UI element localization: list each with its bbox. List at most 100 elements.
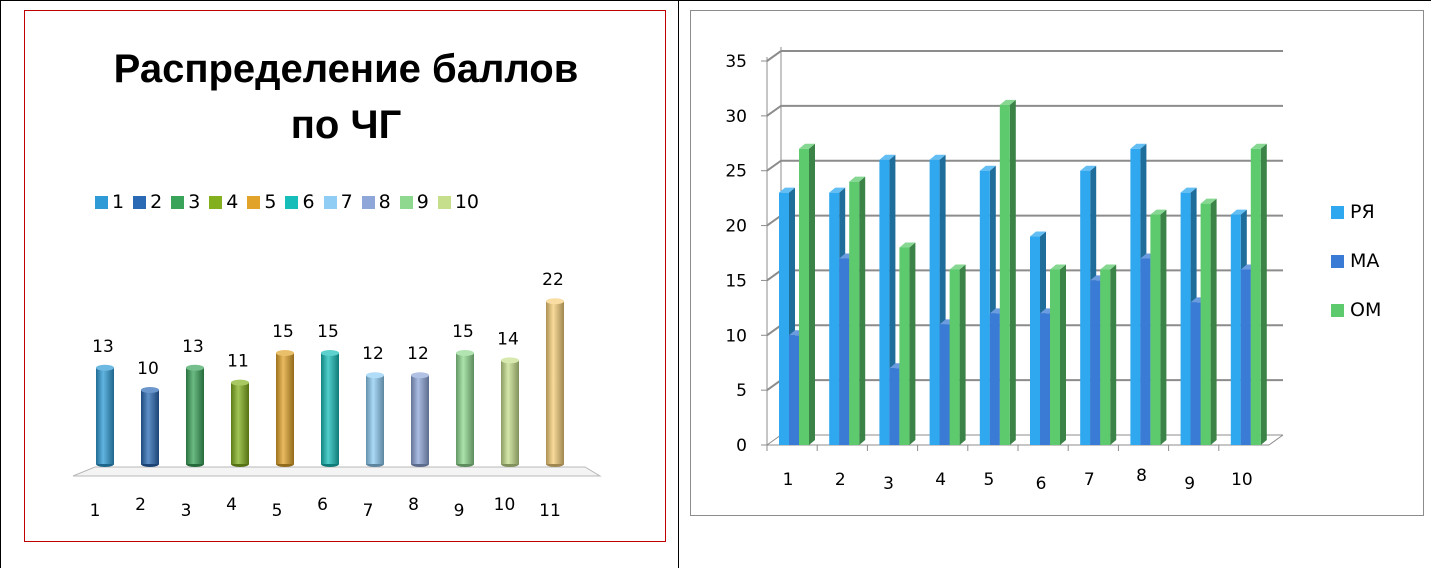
legend-swatch	[95, 195, 108, 209]
legend-swatch	[361, 195, 375, 209]
legend-item-4: 4	[209, 191, 238, 213]
floor-edge	[1268, 434, 1284, 446]
left-chart-legend: 1 2 3 4 5 6 7 8 9 10	[95, 191, 479, 213]
x-tick-label: 10	[1231, 470, 1253, 490]
bar-10	[501, 357, 519, 467]
frame-line-left	[0, 0, 1, 568]
category-label: 1	[90, 501, 101, 521]
legend-item-2: 2	[133, 191, 162, 213]
value-label: 13	[92, 337, 114, 357]
bar-ОМ-6	[1050, 264, 1066, 445]
bar-ОМ-5	[999, 99, 1016, 445]
legend-swatch	[1331, 205, 1344, 219]
legend-item-5: 5	[247, 191, 276, 213]
legend-label: 6	[302, 191, 315, 213]
bar-2	[141, 387, 159, 467]
frame-line-top	[0, 0, 1431, 1]
category-label: 4	[226, 495, 237, 515]
legend-item-МА: МА	[1331, 250, 1381, 272]
left-chart-title-line-2: по ЧГ	[290, 103, 402, 147]
legend-label: 2	[150, 191, 163, 213]
bar-1	[96, 364, 114, 467]
category-label: 11	[539, 501, 561, 521]
legend-swatch	[323, 195, 337, 209]
left-chart-title-line-1: Распределение баллов	[113, 47, 579, 91]
x-tick-label: 7	[1084, 470, 1095, 490]
bar-ОМ-8	[1150, 209, 1167, 445]
x-tick-label: 5	[983, 470, 994, 490]
x-tick-label: 9	[1184, 474, 1195, 494]
legend-item-3: 3	[171, 191, 200, 213]
y-tick-label: 0	[736, 436, 747, 456]
legend-label: 9	[416, 191, 429, 213]
bar-11	[546, 298, 564, 467]
category-label: 10	[494, 495, 516, 515]
y-tick-label: 30	[725, 107, 747, 127]
legend-label: 3	[188, 191, 201, 213]
bar-7	[366, 372, 384, 467]
legend-label: 1	[112, 191, 125, 213]
legend-swatch	[1331, 254, 1344, 268]
gridline	[766, 50, 1283, 62]
value-label: 10	[137, 359, 159, 379]
value-label: 11	[227, 352, 249, 372]
bar-4	[231, 379, 249, 467]
legend-swatch	[133, 195, 147, 209]
legend-item-8: 8	[361, 191, 391, 213]
bar-ОМ-7	[1100, 264, 1117, 445]
legend-item-1: 1	[95, 191, 124, 213]
legend-swatch	[399, 195, 413, 209]
bar-ОМ-4	[949, 264, 966, 445]
bar-3	[186, 364, 204, 467]
value-label: 12	[407, 344, 429, 364]
bar-ОМ-9	[1200, 198, 1217, 445]
legend-swatch	[247, 195, 261, 209]
right-chart-panel: 0 5 10 15 20 25 30 35 1 2 3 4 5 6 7 8 9 10 РЯ МА ОМ	[690, 10, 1424, 516]
x-tick-label: 4	[935, 470, 946, 490]
right-chart-legend: РЯ МА ОМ	[1331, 201, 1381, 321]
value-label: 13	[182, 337, 204, 357]
bar-8	[411, 372, 429, 467]
legend-swatch	[1331, 303, 1344, 317]
value-label: 15	[317, 322, 339, 342]
x-tick-label: 2	[835, 470, 846, 490]
y-tick-label: 25	[725, 162, 747, 182]
right-chart-plot: 0 5 10 15 20 25 30 35 1 2 3 4 5 6 7 8 9 10	[725, 47, 1284, 494]
value-label: 15	[452, 322, 474, 342]
legend-item-9: 9	[399, 191, 429, 213]
left-chart-plot: 13 1 10 2 13 3 11 4 15 5 15 6 12 7 12 8 15 9 14 10 22 11	[72, 270, 602, 521]
chart-floor	[72, 466, 602, 477]
category-label: 7	[363, 501, 374, 521]
x-tick-label: 1	[783, 470, 794, 490]
category-label: 2	[135, 495, 146, 515]
legend-item-ОМ: ОМ	[1331, 299, 1381, 321]
legend-item-7: 7	[323, 191, 353, 213]
legend-label: 10	[454, 191, 480, 213]
frame-line-divider	[678, 0, 679, 568]
y-tick-label: 35	[725, 52, 747, 72]
bar-ОМ-1	[799, 143, 815, 445]
value-label: 15	[272, 322, 294, 342]
legend-item-6: 6	[285, 191, 315, 213]
x-tick-label: 3	[883, 474, 894, 494]
legend-item-РЯ: РЯ	[1331, 201, 1381, 223]
legend-swatch	[171, 195, 185, 209]
category-label: 5	[272, 501, 283, 521]
legend-label: 5	[264, 191, 277, 213]
legend-label: 8	[378, 191, 391, 213]
bar-6	[321, 350, 339, 467]
legend-swatch	[285, 195, 299, 209]
legend-label: РЯ	[1350, 201, 1375, 223]
bar-ОМ-10	[1250, 143, 1267, 445]
value-label: 14	[497, 329, 519, 349]
y-tick-label: 5	[736, 381, 747, 401]
category-label: 8	[408, 495, 419, 515]
bar-5	[276, 350, 294, 467]
category-label: 3	[181, 501, 192, 521]
legend-label: ОМ	[1350, 299, 1382, 321]
legend-swatch	[437, 195, 451, 209]
bar-9	[456, 350, 474, 467]
legend-swatch	[209, 195, 223, 209]
legend-label: 7	[340, 191, 353, 213]
y-tick-label: 10	[725, 326, 747, 346]
